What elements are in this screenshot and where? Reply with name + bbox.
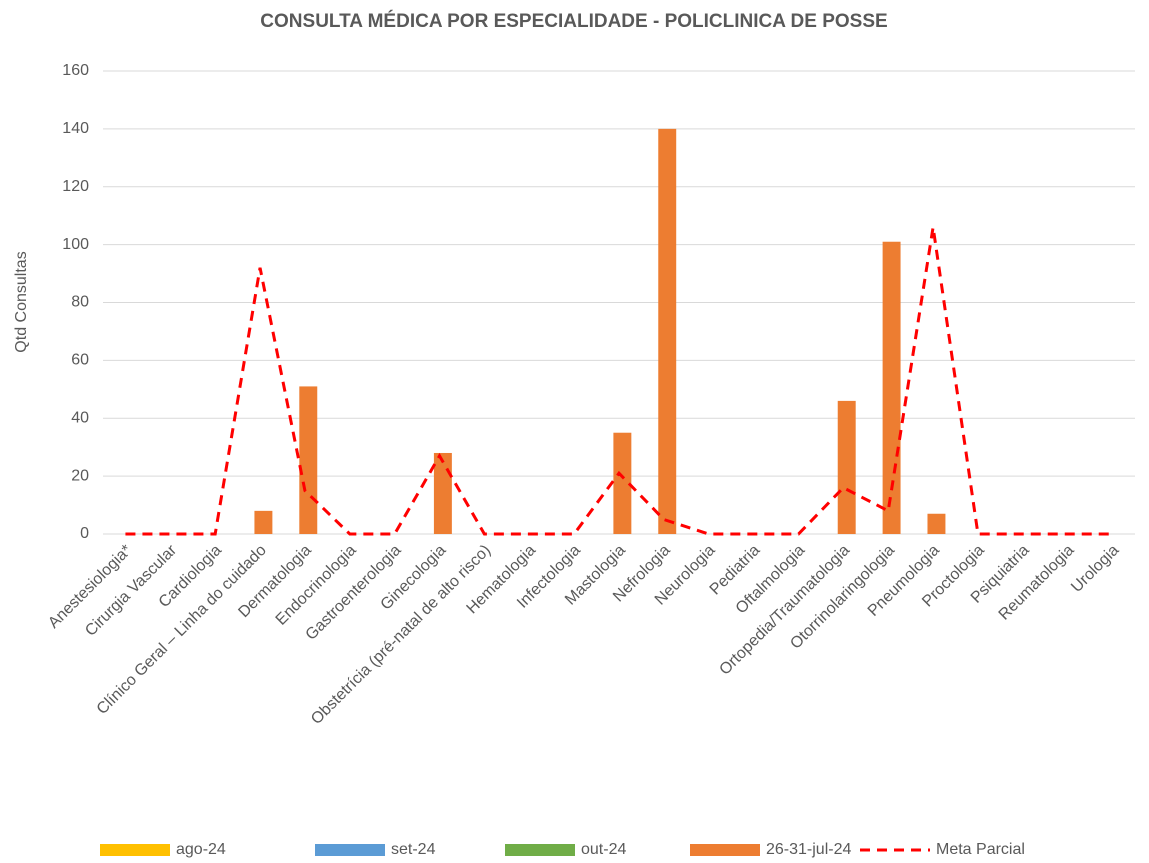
y-tick-label: 120 (62, 178, 89, 195)
bar (837, 400, 856, 534)
x-tick-label: Endocrinologia (273, 542, 360, 629)
legend-label: Meta Parcial (936, 841, 1025, 858)
legend-swatch (690, 844, 760, 856)
bar (613, 432, 632, 534)
bar (927, 513, 946, 534)
legend-label: set-24 (391, 841, 436, 858)
bar (254, 510, 273, 534)
y-tick-label: 160 (62, 62, 89, 79)
legend-label: ago-24 (176, 841, 226, 858)
y-tick-label: 0 (80, 525, 89, 542)
y-tick-label: 140 (62, 120, 89, 137)
y-tick-label: 20 (71, 467, 89, 484)
legend-swatch (315, 844, 385, 856)
chart-title: CONSULTA MÉDICA POR ESPECIALIDADE - POLI… (260, 10, 887, 32)
x-tick-label: Urologia (1068, 542, 1122, 596)
legend-label: out-24 (581, 841, 626, 858)
bar (299, 386, 318, 534)
legend-swatch (505, 844, 575, 856)
bar (882, 241, 901, 534)
y-axis-label: Qtd Consultas (13, 251, 30, 352)
line (125, 227, 1113, 536)
y-tick-label: 100 (62, 236, 89, 253)
y-tick-label: 40 (71, 409, 89, 426)
bar (433, 452, 452, 534)
legend-swatch (100, 844, 170, 856)
y-tick-label: 60 (71, 352, 89, 369)
y-tick-label: 80 (71, 294, 89, 311)
bar (658, 128, 677, 534)
legend-label: 26-31-jul-24 (766, 841, 851, 858)
